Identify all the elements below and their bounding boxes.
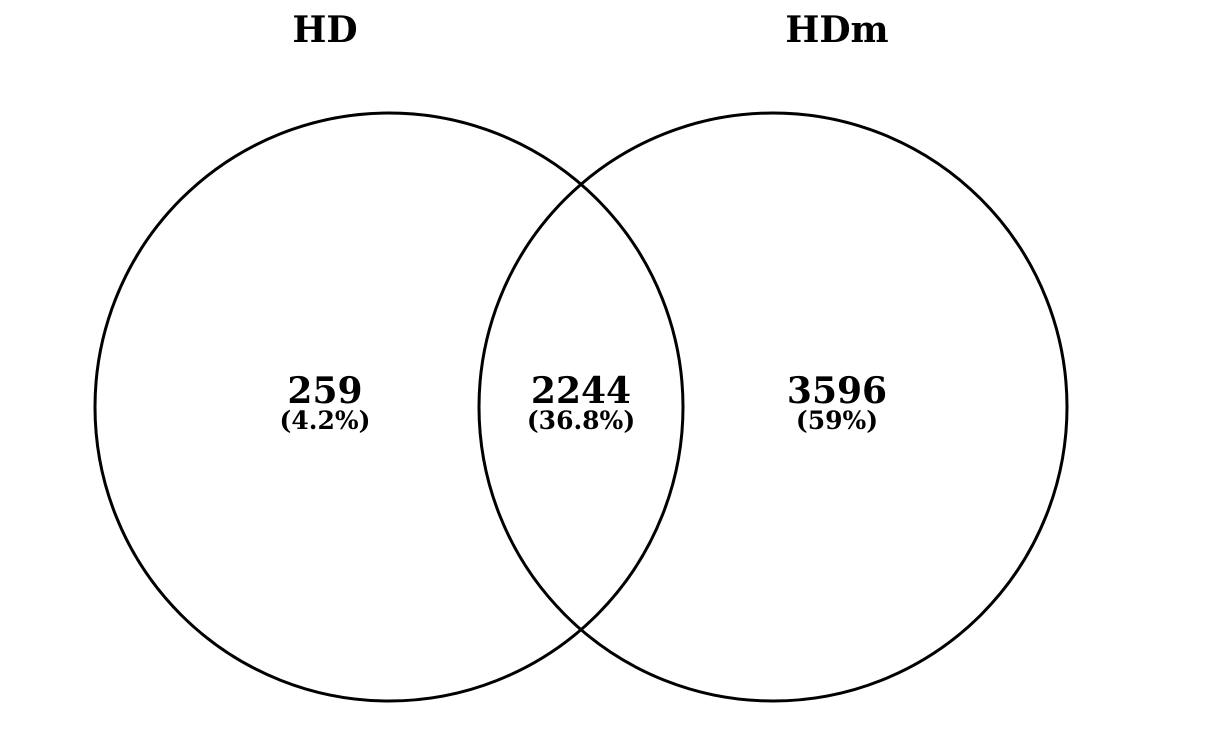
set-label-hdm: HDm	[785, 9, 888, 51]
region-hd-only-percent: (4.2%)	[280, 406, 371, 435]
circle-hdm	[477, 111, 1069, 703]
set-label-hd: HD	[292, 9, 357, 51]
region-overlap-percent: (36.8%)	[527, 406, 635, 435]
region-hd-only-count: 259	[287, 370, 362, 412]
region-hdm-only-percent: (59%)	[796, 406, 878, 435]
circle-hd	[93, 111, 685, 703]
region-overlap-count: 2244	[531, 370, 631, 412]
region-hdm-only-count: 3596	[787, 370, 887, 412]
